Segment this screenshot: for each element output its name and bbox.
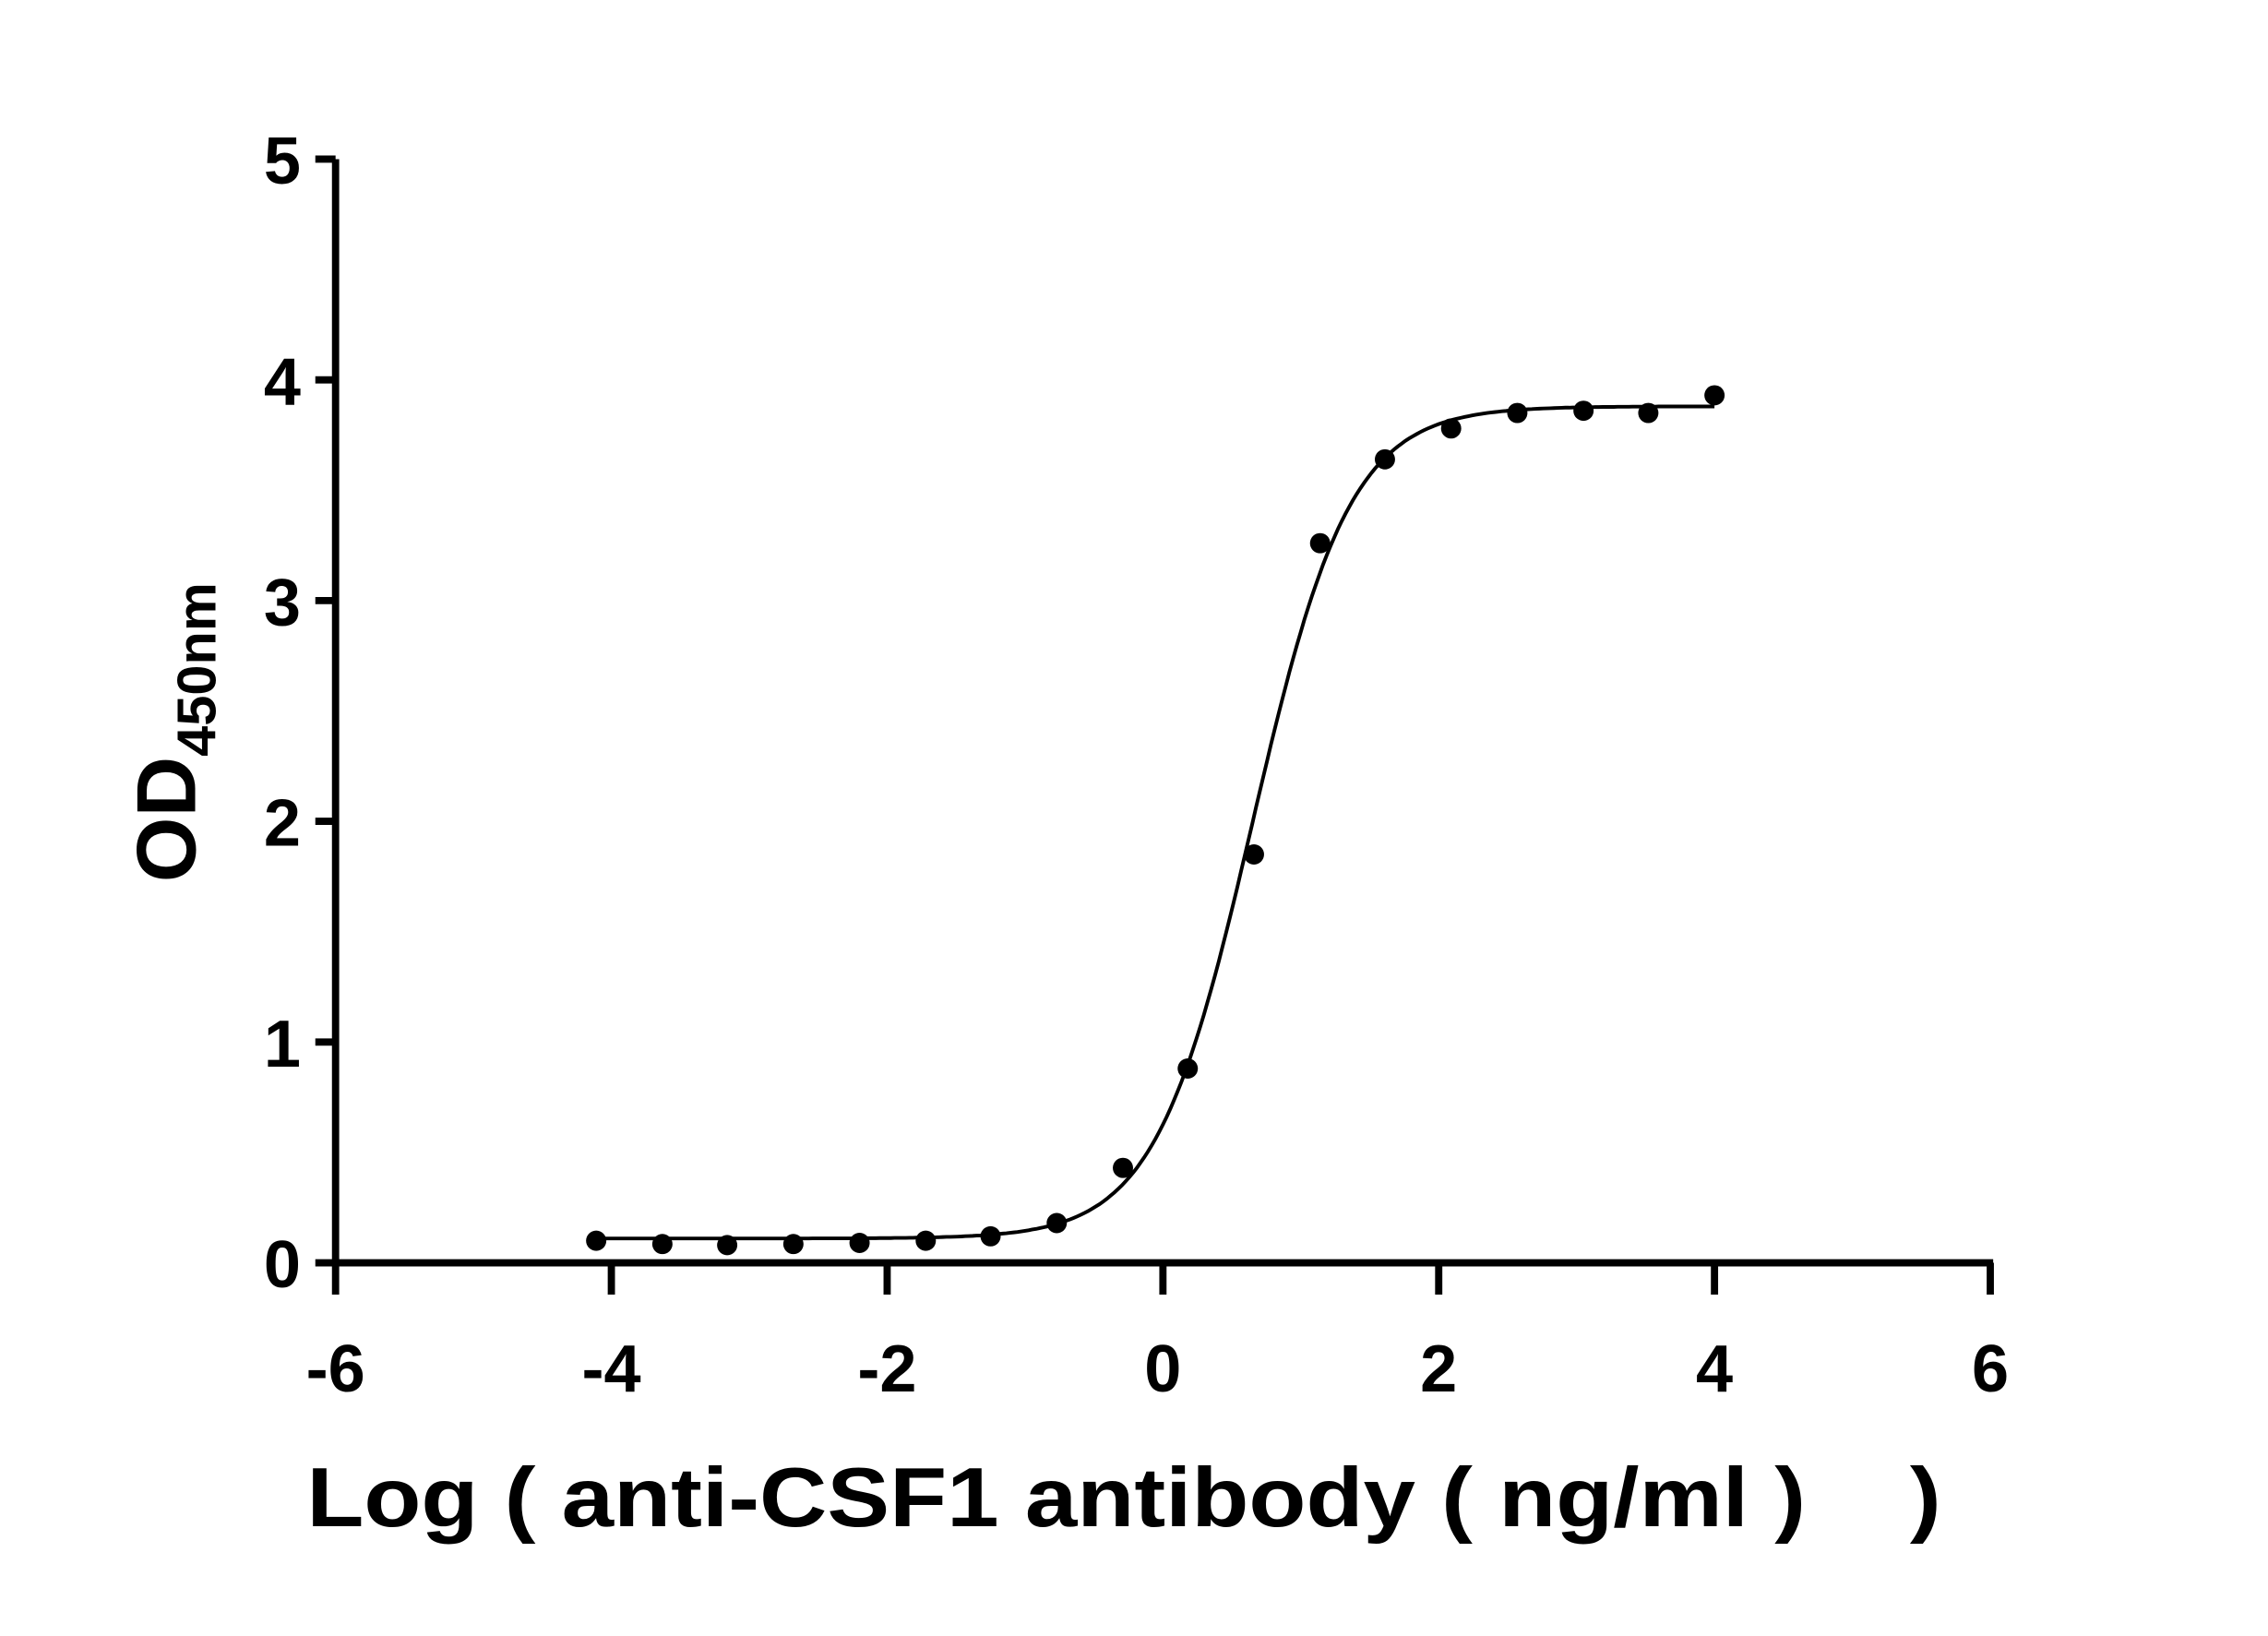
x-axis-label: Log ( anti-CSF1 antibody ( ng/ml ) ) — [306, 1451, 1940, 1545]
data-point — [1638, 402, 1659, 424]
tick-labels: 0 1 2 3 4 5 -6 -4 -2 0 2 4 6 — [264, 125, 2009, 1406]
x-tick-label: 2 — [1420, 1332, 1457, 1406]
data-point — [915, 1230, 937, 1251]
data-point — [1507, 402, 1528, 424]
data-point — [1113, 1157, 1133, 1178]
y-tick-label: 4 — [264, 345, 301, 419]
x-tick-label: -6 — [306, 1332, 365, 1406]
data-point — [717, 1235, 738, 1256]
y-tick-label: 2 — [264, 787, 301, 861]
y-tick-label: 3 — [264, 567, 301, 640]
y-axis-label: OD450nm — [121, 582, 228, 882]
x-tick-label: -4 — [582, 1332, 641, 1406]
fit-curve — [596, 404, 1715, 1241]
x-tick-label: -2 — [857, 1332, 916, 1406]
data-points — [586, 385, 1725, 1256]
data-point — [980, 1225, 1001, 1247]
y-axis-label-main: OD — [121, 757, 214, 882]
data-point — [1177, 1058, 1199, 1080]
data-point — [1704, 385, 1725, 406]
y-axis-label-subscript: 450nm — [166, 582, 228, 757]
x-tick-label: 6 — [1972, 1332, 2009, 1406]
data-point — [849, 1233, 870, 1253]
y-tick-label: 0 — [264, 1228, 301, 1302]
axes — [315, 155, 1994, 1296]
data-point — [1244, 844, 1264, 865]
x-tick-label: 4 — [1696, 1332, 1733, 1406]
data-point — [651, 1234, 673, 1255]
data-point — [782, 1234, 804, 1255]
y-tick-label: 5 — [264, 125, 301, 198]
y-tick-label: 1 — [264, 1008, 301, 1081]
data-point — [1440, 418, 1462, 439]
data-point — [586, 1230, 607, 1251]
data-point — [1046, 1212, 1068, 1234]
data-point — [1573, 400, 1594, 422]
x-tick-label: 0 — [1144, 1332, 1181, 1406]
data-point — [1374, 448, 1395, 470]
data-point — [1309, 532, 1331, 554]
